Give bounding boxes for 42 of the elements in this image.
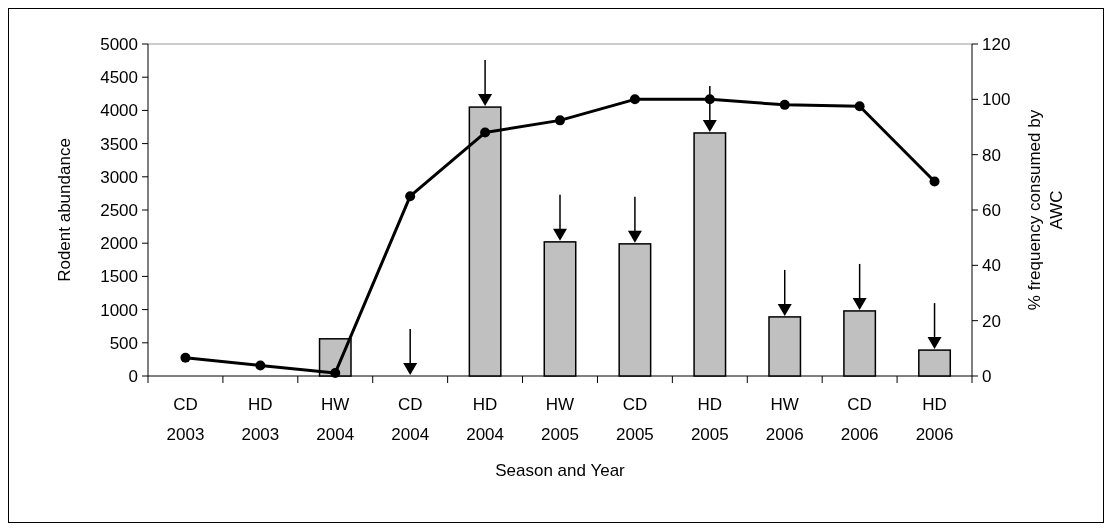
x-tick-label: HW 2005 [541, 395, 579, 444]
y2-tick-label: 40 [982, 256, 1001, 276]
y-tick-label: 4500 [100, 68, 138, 88]
y-tick-label: 3000 [100, 167, 138, 187]
y-tick-label: 2500 [100, 200, 138, 220]
y-tick-label: 2000 [100, 234, 138, 254]
point [629, 94, 640, 105]
point [405, 191, 416, 202]
x-tick-label: HW 2006 [765, 395, 804, 444]
y2-axis-title: % frequency consumed by AWC [1025, 109, 1066, 311]
y2-tick-label: 20 [982, 311, 1001, 331]
x-axis-title: Season and Year [495, 461, 626, 480]
y2-tick-label: 0 [982, 366, 992, 386]
point [555, 115, 565, 126]
y2-tick-label: 120 [982, 34, 1011, 54]
point [330, 367, 341, 378]
y-tick-label: 0 [128, 366, 138, 386]
y-tick-label: 3500 [100, 134, 138, 154]
point [180, 352, 191, 363]
point [480, 127, 491, 138]
point [255, 360, 266, 371]
x-tick-label: CD 2004 [391, 395, 430, 444]
y-tick-label: 1500 [100, 267, 138, 287]
x-tick-label: HD 2006 [915, 395, 954, 444]
y-tick-label: 500 [109, 333, 138, 353]
x-tick-label: HD 2005 [690, 395, 729, 444]
x-tick-label: HD 2003 [241, 395, 280, 444]
point [854, 101, 865, 112]
y2-tick-label: 60 [982, 200, 1001, 220]
y2-tick-label: 100 [982, 90, 1011, 110]
y-axis-title: Rodent abundance [55, 138, 74, 282]
x-tick-label: CD 2005 [616, 395, 654, 444]
y2-tick-label: 80 [982, 145, 1001, 165]
point [779, 99, 790, 110]
x-tick-label: CD 2006 [840, 395, 879, 444]
y-tick-label: 1000 [100, 300, 138, 320]
x-tick-label: CD 2003 [166, 395, 205, 444]
x-tick-label: HD 2004 [466, 395, 504, 444]
y-tick-label: 5000 [100, 34, 138, 54]
point [929, 176, 940, 187]
x-tick-label: HW 2004 [316, 395, 355, 444]
y-tick-label: 4000 [100, 101, 138, 121]
